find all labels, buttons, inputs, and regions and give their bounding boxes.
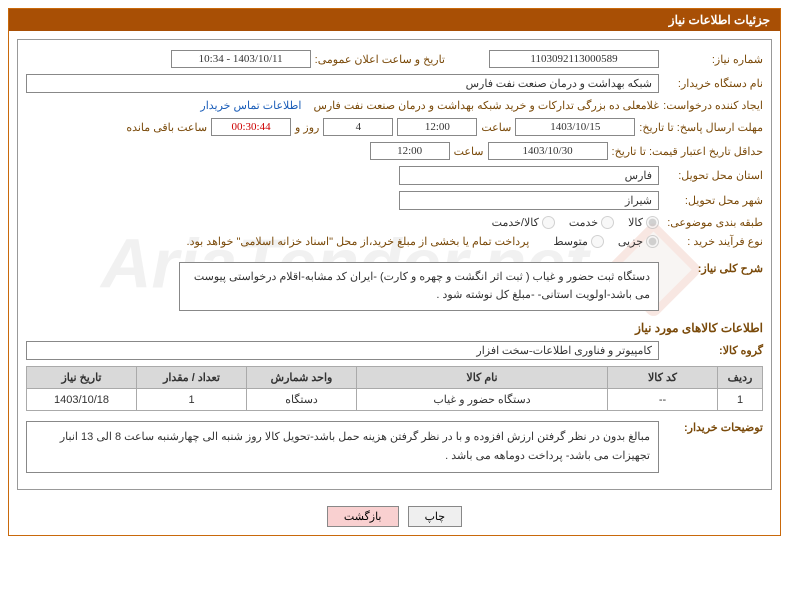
buyer-org-value: شبکه بهداشت و درمان صنعت نفت فارس bbox=[26, 74, 659, 93]
city-value: شیراز bbox=[399, 191, 659, 210]
group-value: کامپیوتر و فناوری اطلاعات-سخت افزار bbox=[26, 341, 659, 360]
province-value: فارس bbox=[399, 166, 659, 185]
print-button[interactable]: چاپ bbox=[408, 506, 463, 527]
deadline-date: 1403/10/15 bbox=[515, 118, 635, 136]
radio-goods[interactable]: کالا bbox=[628, 216, 659, 229]
td-date: 1403/10/18 bbox=[27, 389, 137, 411]
validity-time: 12:00 bbox=[370, 142, 450, 160]
table-row: 1 -- دستگاه حضور و غیاب دستگاه 1 1403/10… bbox=[27, 389, 763, 411]
group-label: گروه کالا: bbox=[663, 344, 763, 357]
process-note: پرداخت تمام یا بخشی از مبلغ خرید،از محل … bbox=[187, 235, 530, 248]
back-button[interactable]: بازگشت bbox=[327, 506, 399, 527]
time-label-2: ساعت bbox=[454, 145, 484, 158]
td-name: دستگاه حضور و غیاب bbox=[357, 389, 608, 411]
th-row: ردیف bbox=[718, 367, 763, 389]
time-label-1: ساعت bbox=[481, 121, 511, 134]
process-radios: جزیی متوسط bbox=[553, 235, 659, 248]
notes-box: مبالغ بدون در نظر گرفتن ارزش افزوده و با… bbox=[26, 421, 659, 472]
table-header-row: ردیف کد کالا نام کالا واحد شمارش تعداد /… bbox=[27, 367, 763, 389]
need-no-value: 1103092113000589 bbox=[489, 50, 659, 68]
days-and-label: روز و bbox=[295, 121, 319, 134]
th-date: تاریخ نیاز bbox=[27, 367, 137, 389]
items-section-title: اطلاعات کالاهای مورد نیاز bbox=[26, 321, 763, 335]
province-label: استان محل تحویل: bbox=[663, 169, 763, 182]
contact-link[interactable]: اطلاعات تماس خریدار bbox=[200, 99, 301, 112]
category-label: طبقه بندی موضوعی: bbox=[663, 216, 763, 229]
requester-label: ایجاد کننده درخواست: bbox=[663, 99, 763, 112]
td-row: 1 bbox=[718, 389, 763, 411]
requester-value: غلامعلی ده بزرگی تدارکات و خرید شبکه بهد… bbox=[313, 99, 659, 112]
th-qty: تعداد / مقدار bbox=[137, 367, 247, 389]
buyer-org-label: نام دستگاه خریدار: bbox=[663, 77, 763, 90]
td-code: -- bbox=[608, 389, 718, 411]
days-left: 4 bbox=[323, 118, 393, 136]
notes-label: توضیحات خریدار: bbox=[663, 421, 763, 434]
td-unit: دستگاه bbox=[247, 389, 357, 411]
th-code: کد کالا bbox=[608, 367, 718, 389]
need-no-label: شماره نیاز: bbox=[663, 53, 763, 66]
radio-medium[interactable]: متوسط bbox=[553, 235, 604, 248]
button-bar: چاپ بازگشت bbox=[9, 498, 780, 535]
panel-header: جزئیات اطلاعات نیاز bbox=[9, 9, 780, 31]
category-radios: کالا خدمت کالا/خدمت bbox=[492, 216, 659, 229]
countdown: 00:30:44 bbox=[211, 118, 291, 136]
deadline-time: 12:00 bbox=[397, 118, 477, 136]
pub-date-label: تاریخ و ساعت اعلان عمومی: bbox=[315, 53, 445, 66]
radio-partial[interactable]: جزیی bbox=[618, 235, 659, 248]
pub-date-value: 1403/10/11 - 10:34 bbox=[171, 50, 311, 68]
th-name: نام کالا bbox=[357, 367, 608, 389]
deadline-label: مهلت ارسال پاسخ: تا تاریخ: bbox=[639, 121, 763, 134]
summary-box: دستگاه ثبت حضور و غیاب ( ثبت اثر انگشت و… bbox=[179, 262, 659, 311]
summary-label: شرح کلی نیاز: bbox=[663, 262, 763, 275]
city-label: شهر محل تحویل: bbox=[663, 194, 763, 207]
header-title: جزئیات اطلاعات نیاز bbox=[669, 13, 770, 27]
validity-date: 1403/10/30 bbox=[488, 142, 608, 160]
radio-both[interactable]: کالا/خدمت bbox=[492, 216, 555, 229]
validity-label: حداقل تاریخ اعتبار قیمت: تا تاریخ: bbox=[612, 145, 763, 158]
radio-service[interactable]: خدمت bbox=[569, 216, 614, 229]
td-qty: 1 bbox=[137, 389, 247, 411]
process-label: نوع فرآیند خرید : bbox=[663, 235, 763, 248]
items-table: ردیف کد کالا نام کالا واحد شمارش تعداد /… bbox=[26, 366, 763, 411]
remain-label: ساعت باقی مانده bbox=[126, 121, 207, 134]
th-unit: واحد شمارش bbox=[247, 367, 357, 389]
